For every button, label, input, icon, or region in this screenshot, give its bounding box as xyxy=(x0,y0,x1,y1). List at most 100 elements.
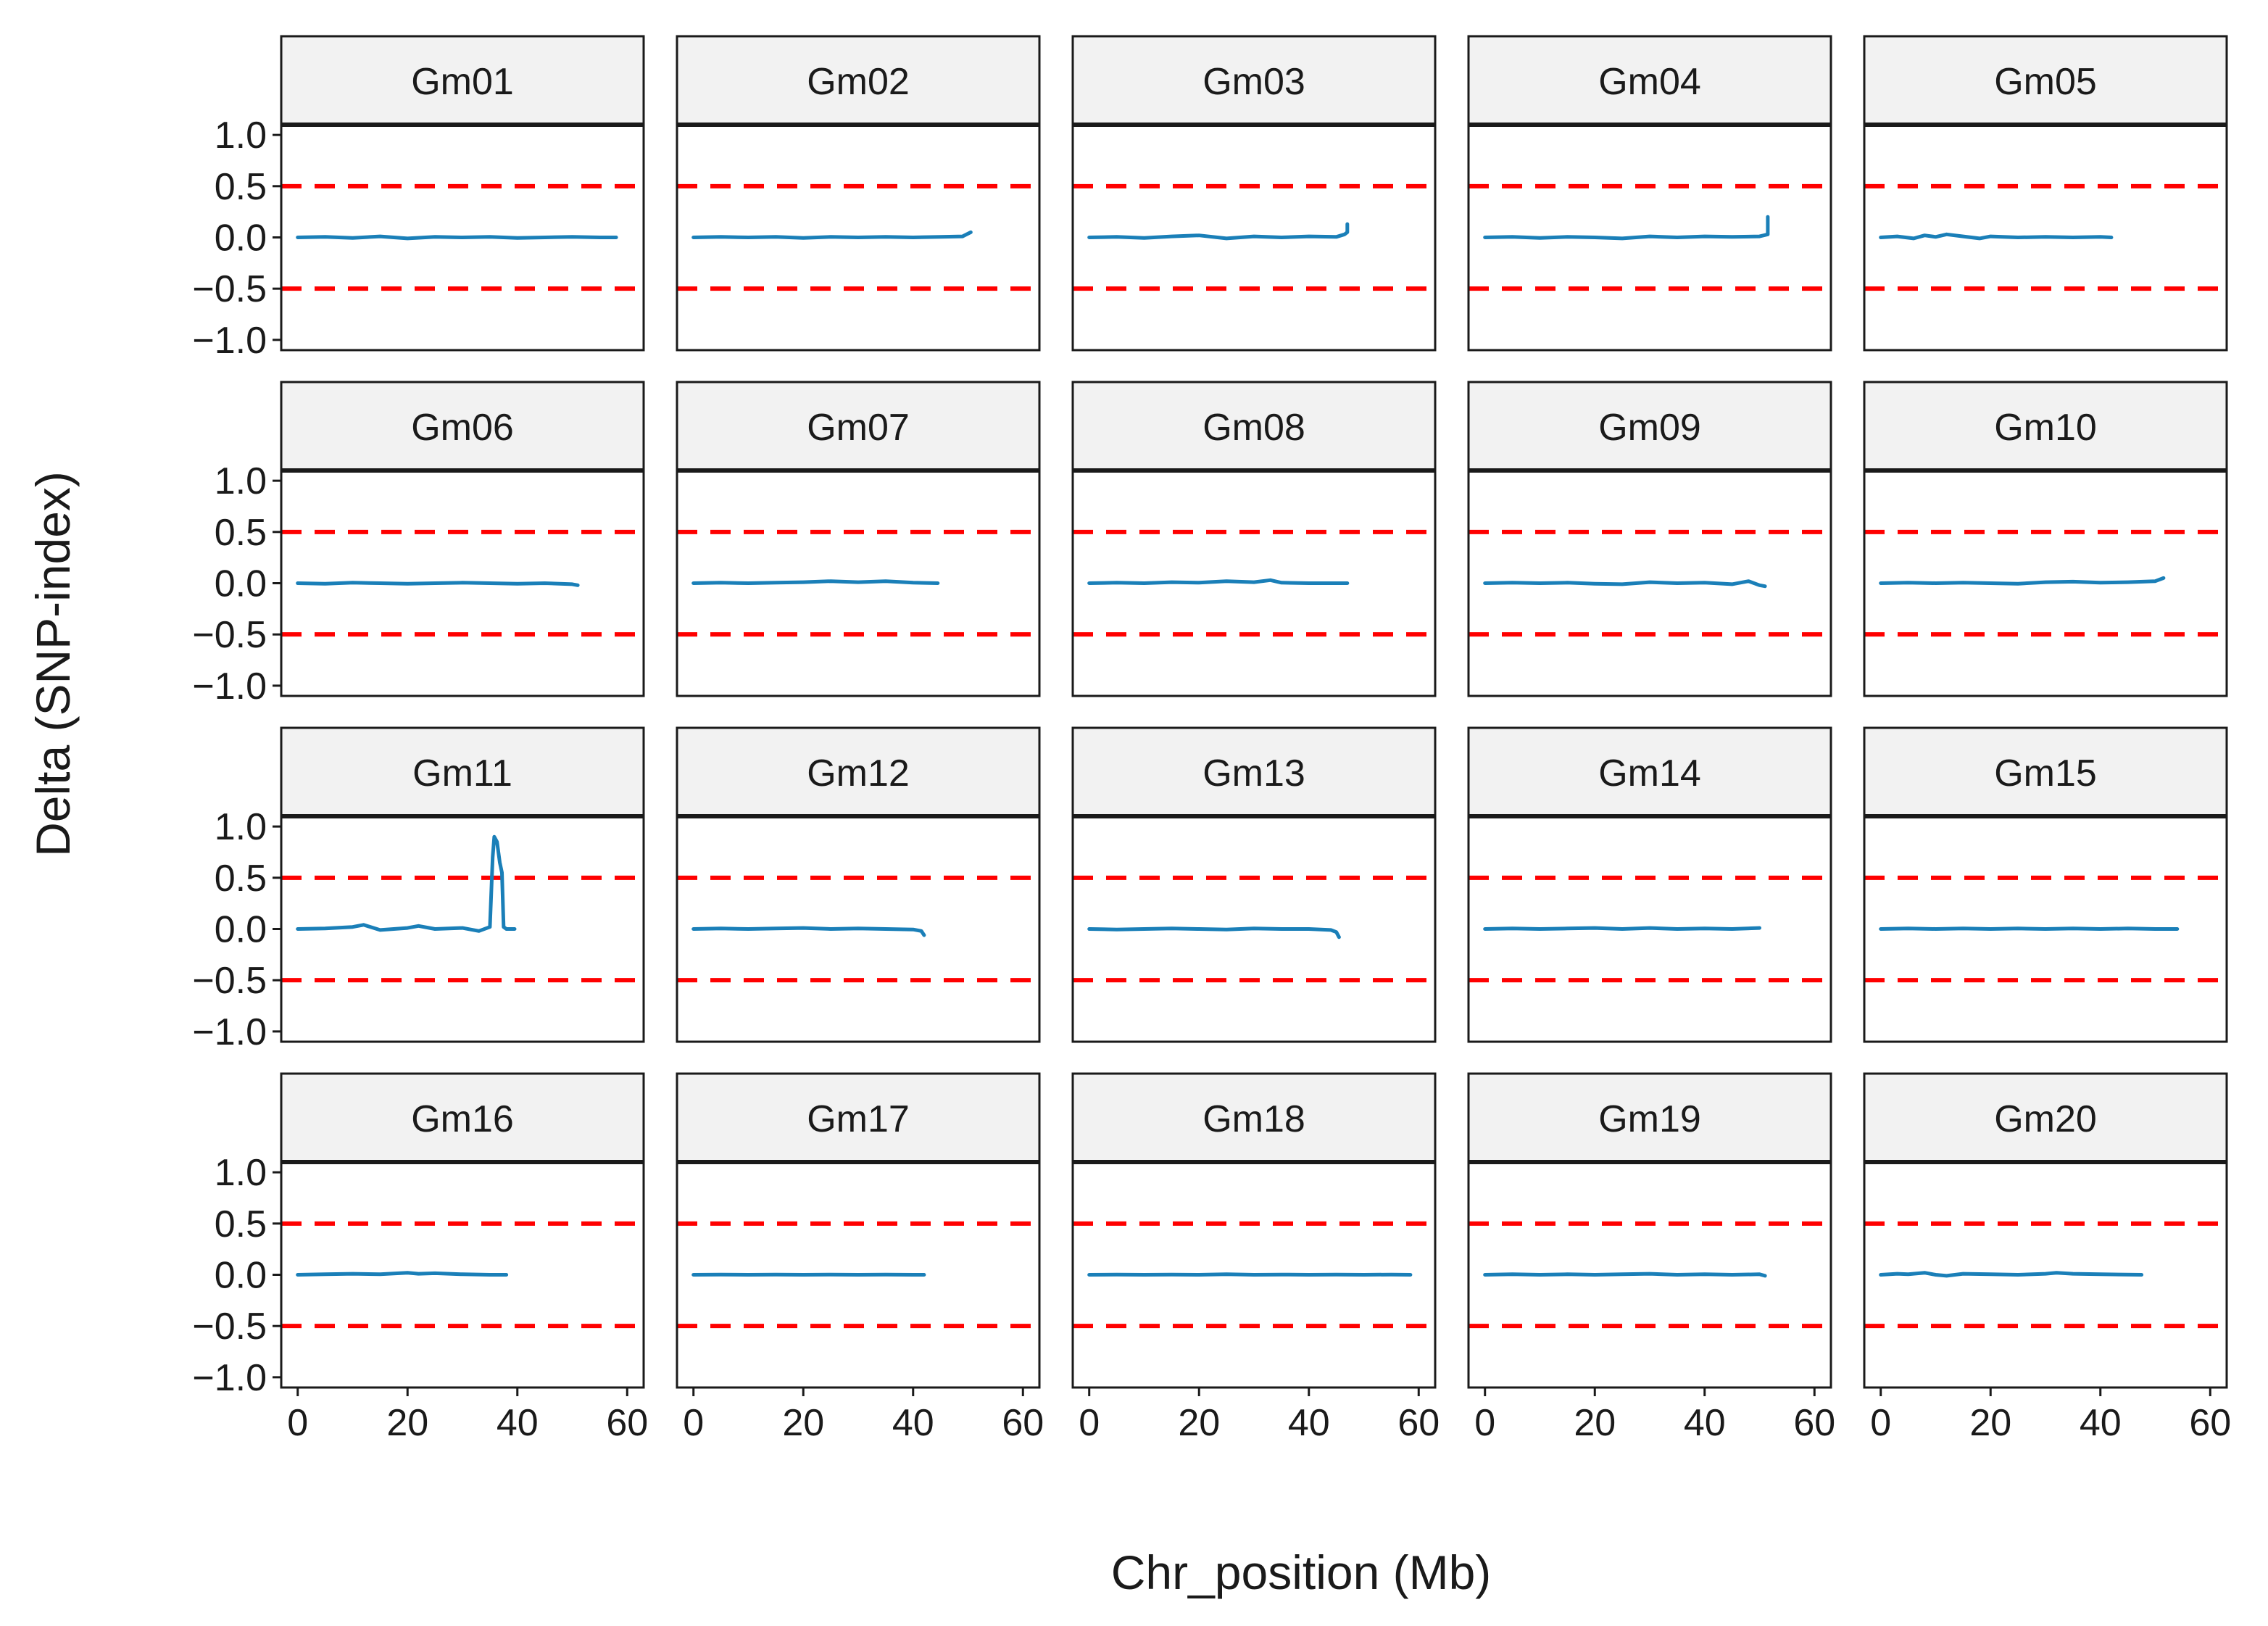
strip-label-gm07: Gm07 xyxy=(807,407,910,449)
y-tick-label: −0.5 xyxy=(192,268,267,310)
x-tick-label: 20 xyxy=(1178,1402,1220,1444)
panel-gm06: Gm06 1.0 0.5 0.0 −0.5 −1.0 xyxy=(192,381,645,708)
strip-label-gm03: Gm03 xyxy=(1202,61,1305,103)
panel-gm16: Gm16 1.0 0.5 0.0 −0.5 −1.0 0 20 40 60 xyxy=(192,1072,648,1444)
delta-snp-line-gm01 xyxy=(296,234,618,241)
x-tick-label: 60 xyxy=(1002,1402,1044,1444)
panel-gm18: Gm18 0 20 40 60 xyxy=(1071,1072,1440,1444)
y-tick-label: 0.0 xyxy=(215,1255,267,1297)
x-tick-label: 0 xyxy=(287,1402,308,1444)
strip-gm12 xyxy=(676,726,1041,818)
strip-label-gm18: Gm18 xyxy=(1202,1098,1305,1140)
x-tick-label: 20 xyxy=(1969,1402,2011,1444)
y-tick-label: −1.0 xyxy=(192,1357,267,1399)
strip-label-gm10: Gm10 xyxy=(1994,407,2097,449)
delta-snp-line-gm09 xyxy=(1483,579,1767,589)
delta-snp-line-gm19 xyxy=(1483,1272,1767,1278)
delta-snp-line-gm12 xyxy=(691,926,926,937)
panel-gm14: Gm14 xyxy=(1467,726,1832,1043)
delta-snp-line-gm10 xyxy=(1879,576,2166,586)
strip-gm13 xyxy=(1071,726,1437,818)
panel-gm07: Gm07 xyxy=(676,381,1041,697)
strip-gm14 xyxy=(1467,726,1832,818)
x-tick-label: 20 xyxy=(386,1402,428,1444)
strip-label-gm02: Gm02 xyxy=(807,61,910,103)
strip-gm09 xyxy=(1467,381,1832,472)
y-tick-label: 1.0 xyxy=(215,1152,267,1194)
strip-label-gm16: Gm16 xyxy=(411,1098,514,1140)
facet-panels: Gm01 1.0 0.5 0.0 −0.5 −1.0 Gm02 Gm03 Gm04 Gm05 Gm0… xyxy=(192,35,2231,1444)
delta-snp-line-gm03 xyxy=(1087,222,1350,241)
y-tick-label: −0.5 xyxy=(192,960,267,1002)
panel-gm02: Gm02 xyxy=(676,35,1041,352)
strip-label-gm11: Gm11 xyxy=(412,752,512,795)
panel-gm13: Gm13 xyxy=(1071,726,1437,1043)
x-tick-label: 60 xyxy=(1397,1402,1440,1444)
y-tick-label: −0.5 xyxy=(192,1306,267,1348)
y-tick-label: 0.5 xyxy=(215,166,267,208)
strip-label-gm05: Gm05 xyxy=(1994,61,2097,103)
x-tick-label: 20 xyxy=(1574,1402,1616,1444)
panel-gm20: Gm20 0 20 40 60 xyxy=(1863,1072,2231,1444)
strip-gm18 xyxy=(1071,1072,1437,1163)
y-tick-label: 0.5 xyxy=(215,1203,267,1245)
x-axis-title: Chr_position (Mb) xyxy=(1111,1546,1492,1599)
x-tick-label: 40 xyxy=(1684,1402,1726,1444)
y-tick-label: 0.0 xyxy=(215,217,267,260)
y-tick-label: 1.0 xyxy=(215,806,267,848)
strip-gm01 xyxy=(280,35,645,126)
strip-gm17 xyxy=(676,1072,1041,1163)
delta-snp-line-gm11 xyxy=(296,834,517,933)
delta-snp-line-gm07 xyxy=(691,579,940,585)
delta-snp-line-gm13 xyxy=(1087,926,1341,939)
delta-snp-line-gm02 xyxy=(691,230,973,240)
strip-gm04 xyxy=(1467,35,1832,126)
strip-label-gm09: Gm09 xyxy=(1598,407,1701,449)
delta-snp-line-gm18 xyxy=(1087,1272,1413,1277)
panel-gm03: Gm03 xyxy=(1071,35,1437,352)
strip-label-gm01: Gm01 xyxy=(411,61,514,103)
strip-gm11 xyxy=(280,726,645,818)
x-tick-label: 60 xyxy=(1793,1402,1835,1444)
strip-gm03 xyxy=(1071,35,1437,126)
strip-label-gm04: Gm04 xyxy=(1598,61,1701,103)
strip-label-gm20: Gm20 xyxy=(1994,1098,2097,1140)
panel-gm17: Gm17 0 20 40 60 xyxy=(676,1072,1044,1444)
delta-snp-line-gm14 xyxy=(1483,926,1761,931)
delta-snp-line-gm20 xyxy=(1879,1271,2144,1278)
x-tick-label: 0 xyxy=(683,1402,704,1444)
strip-label-gm12: Gm12 xyxy=(807,752,910,795)
panel-gm04: Gm04 xyxy=(1467,35,1832,352)
strip-gm20 xyxy=(1863,1072,2228,1163)
y-tick-label: 1.0 xyxy=(215,460,267,502)
panel-gm19: Gm19 0 20 40 60 xyxy=(1467,1072,1835,1444)
strip-label-gm15: Gm15 xyxy=(1994,752,2097,795)
y-tick-label: −1.0 xyxy=(192,665,267,708)
x-tick-label: 40 xyxy=(497,1402,539,1444)
strip-label-gm13: Gm13 xyxy=(1202,752,1305,795)
strip-gm08 xyxy=(1071,381,1437,472)
strip-label-gm17: Gm17 xyxy=(807,1098,910,1140)
panel-gm08: Gm08 xyxy=(1071,381,1437,697)
x-tick-label: 0 xyxy=(1870,1402,1891,1444)
y-axis-title: Delta (SNP-index) xyxy=(26,471,80,857)
strip-gm16 xyxy=(280,1072,645,1163)
y-tick-label: −1.0 xyxy=(192,1011,267,1053)
strip-label-gm06: Gm06 xyxy=(411,407,514,449)
delta-snp-line-gm06 xyxy=(296,581,580,587)
x-tick-label: 60 xyxy=(2189,1402,2231,1444)
y-tick-label: 1.0 xyxy=(215,115,267,157)
delta-snp-line-gm16 xyxy=(296,1271,509,1277)
delta-snp-line-gm05 xyxy=(1879,232,2114,241)
panel-gm12: Gm12 xyxy=(676,726,1041,1043)
panel-gm09: Gm09 xyxy=(1467,381,1832,697)
y-tick-label: 0.5 xyxy=(215,858,267,900)
panel-gm11: Gm11 1.0 0.5 0.0 −0.5 −1.0 xyxy=(192,726,645,1053)
x-tick-label: 40 xyxy=(2080,1402,2122,1444)
panel-gm01: Gm01 1.0 0.5 0.0 −0.5 −1.0 xyxy=(192,35,645,362)
strip-gm15 xyxy=(1863,726,2228,818)
y-tick-label: 0.0 xyxy=(215,563,267,605)
x-tick-label: 0 xyxy=(1079,1402,1100,1444)
y-tick-label: 0.0 xyxy=(215,909,267,951)
